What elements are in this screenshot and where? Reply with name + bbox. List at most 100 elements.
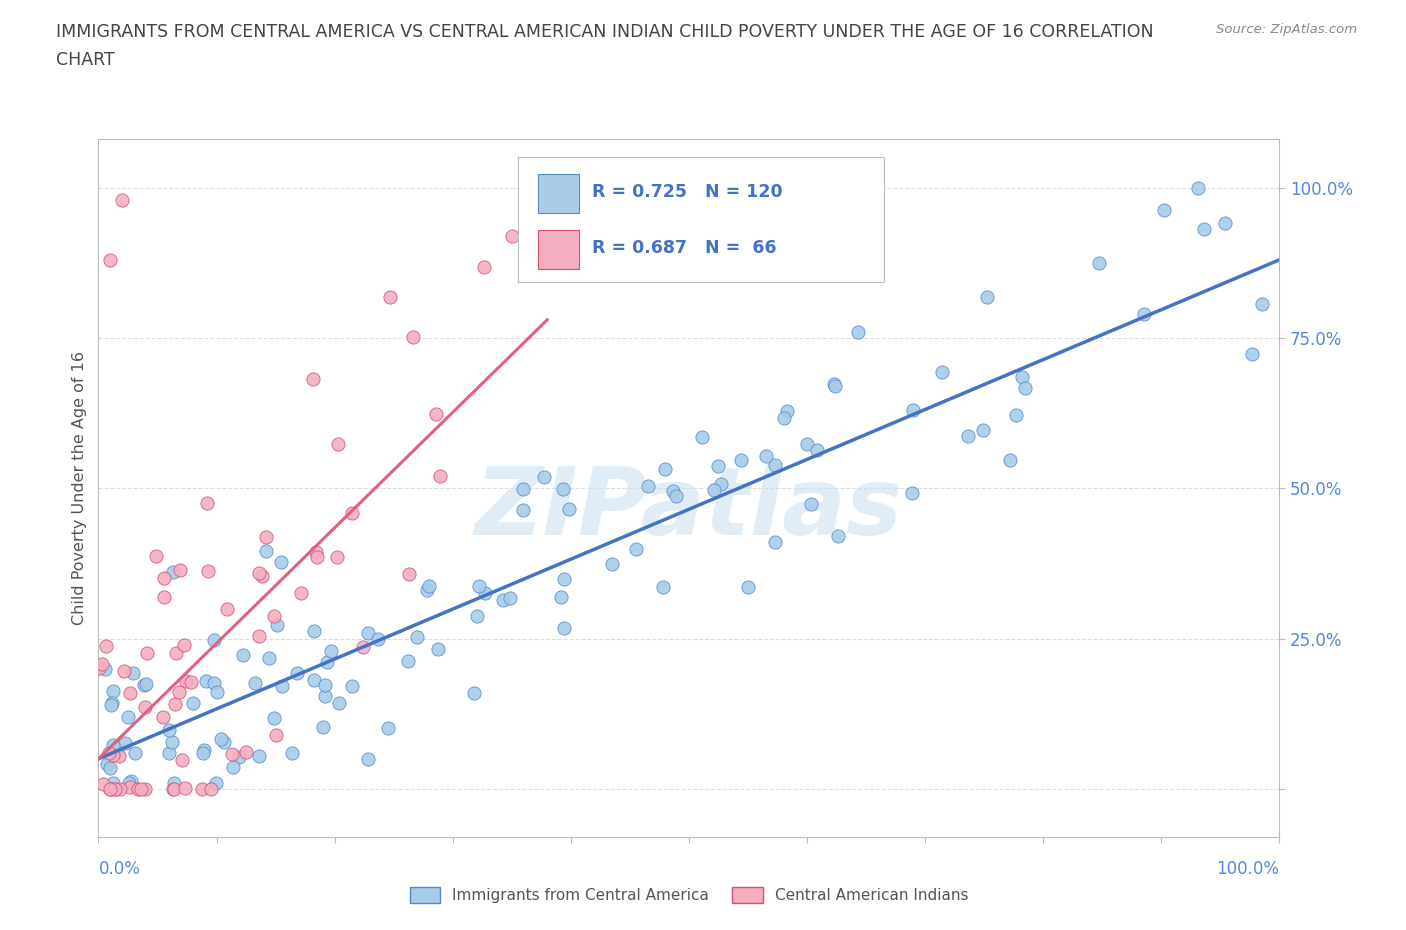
Point (100, 696, 122, 711)
Point (266, 618, 288, 632)
Point (931, 365, 953, 379)
Text: 100.0%: 100.0% (1216, 860, 1279, 878)
Point (755, 448, 778, 463)
Point (169, 563, 191, 578)
Point (104, 781, 127, 796)
Point (512, 482, 534, 497)
Point (553, 620, 575, 635)
Point (418, 578, 440, 593)
Point (287, 666, 309, 681)
Point (152, 710, 174, 724)
Point (765, 458, 787, 472)
Point (205, 685, 228, 700)
Point (426, 642, 449, 657)
Point (314, 689, 336, 704)
Point (257, 650, 280, 665)
Point (205, 776, 228, 790)
Point (357, 626, 380, 641)
Point (499, 591, 522, 605)
Point (976, 289, 998, 304)
Point (468, 578, 491, 593)
Point (600, 557, 623, 572)
Point (558, 501, 581, 516)
Point (124, 745, 146, 760)
Point (127, 781, 149, 796)
Point (651, 579, 673, 594)
Point (690, 429, 713, 444)
Point (772, 410, 794, 425)
Legend: Immigrants from Central America, Central American Indians: Immigrants from Central America, Central… (404, 882, 974, 910)
Point (209, 731, 232, 746)
Point (103, 776, 125, 790)
Point (823, 377, 845, 392)
Point (316, 655, 339, 670)
Point (101, 737, 124, 752)
Point (173, 638, 195, 653)
Text: R = 0.687   N =  66: R = 0.687 N = 66 (592, 239, 776, 257)
Point (396, 654, 419, 669)
Point (352, 640, 374, 655)
Point (312, 720, 335, 735)
Point (134, 781, 156, 796)
Point (263, 711, 285, 726)
Point (1250, 297, 1272, 312)
Point (1011, 369, 1033, 384)
Point (665, 489, 688, 504)
Point (254, 529, 277, 544)
Point (250, 569, 273, 584)
Text: Source: ZipAtlas.com: Source: ZipAtlas.com (1216, 23, 1357, 36)
Text: R = 0.725   N = 120: R = 0.725 N = 120 (592, 183, 783, 201)
Point (465, 608, 488, 623)
Point (302, 672, 325, 687)
Text: CHART: CHART (56, 51, 115, 69)
Point (181, 696, 204, 711)
Point (703, 483, 725, 498)
Point (263, 609, 285, 624)
Point (91, 777, 114, 791)
Point (153, 590, 176, 604)
Point (972, 422, 994, 437)
Point (112, 663, 135, 678)
Point (1153, 203, 1175, 218)
Point (162, 776, 184, 790)
Point (416, 582, 439, 597)
Point (228, 750, 250, 764)
Point (100, 698, 122, 712)
Text: IMMIGRANTS FROM CENTRAL AMERICA VS CENTRAL AMERICAN INDIAN CHILD POVERTY UNDER T: IMMIGRANTS FROM CENTRAL AMERICA VS CENTR… (56, 23, 1154, 41)
Point (302, 371, 325, 386)
Point (654, 461, 676, 476)
Point (129, 781, 152, 796)
Point (1014, 381, 1036, 396)
Point (197, 564, 219, 578)
Point (307, 550, 329, 565)
Point (191, 746, 214, 761)
Point (122, 666, 145, 681)
Point (212, 735, 235, 750)
Point (1187, 180, 1209, 195)
Point (378, 289, 401, 304)
Point (264, 727, 287, 742)
Point (270, 554, 292, 569)
Point (202, 675, 225, 690)
Point (174, 780, 197, 795)
Point (100, 781, 122, 796)
Point (134, 699, 156, 714)
Point (314, 678, 336, 693)
Text: 0.0%: 0.0% (98, 860, 141, 878)
Point (110, 781, 132, 796)
Point (429, 469, 451, 484)
Point (290, 586, 312, 601)
Point (221, 746, 243, 761)
Point (901, 403, 924, 418)
Point (94, 638, 117, 653)
Point (87, 660, 110, 675)
Point (492, 592, 515, 607)
Point (235, 745, 257, 760)
Point (737, 579, 759, 594)
Point (271, 679, 294, 694)
Point (402, 329, 425, 344)
Point (1213, 216, 1236, 231)
Point (103, 684, 125, 698)
Point (98, 761, 121, 776)
Point (763, 535, 786, 550)
